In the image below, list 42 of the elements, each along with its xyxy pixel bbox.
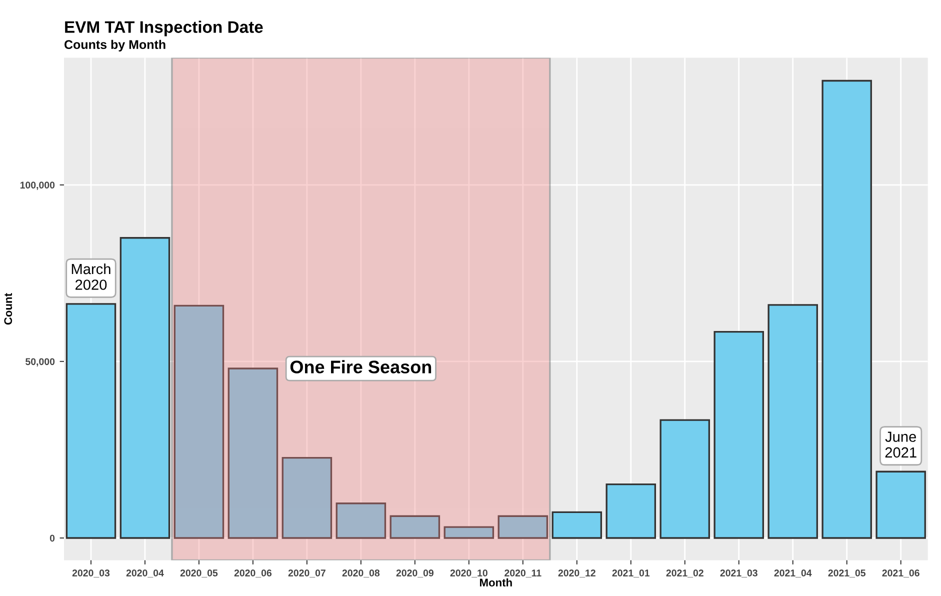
chart-subtitle: Counts by Month — [64, 40, 166, 52]
x-tick-label: 2021_01 — [612, 570, 650, 578]
bar — [876, 470, 926, 539]
x-tick-label: 2021_05 — [828, 570, 866, 578]
annotation: June 2021 — [885, 432, 916, 458]
bar — [444, 526, 494, 539]
x-tick-label: 2020_11 — [504, 570, 542, 578]
x-tick-label: 2021_04 — [774, 570, 812, 578]
y-tick-label: 50,000 — [26, 358, 55, 366]
chart-title: EVM TAT Inspection Date — [65, 20, 263, 36]
band-label: One Fire Season — [290, 360, 432, 374]
annotation: March 2020 — [72, 263, 110, 290]
x-tick-label: 2021_03 — [720, 570, 758, 578]
bar — [120, 237, 170, 539]
bar — [660, 419, 710, 539]
x-tick-label: 2020_10 — [450, 570, 488, 578]
bar — [714, 330, 764, 539]
bar — [768, 304, 818, 539]
x-tick-label: 2020_12 — [558, 570, 596, 578]
x-tick-label: 2020_07 — [288, 570, 326, 578]
bar — [390, 515, 440, 539]
y-axis-title: Count — [4, 293, 12, 325]
bar — [66, 303, 116, 539]
x-tick-label: 2020_09 — [396, 570, 434, 578]
bar — [282, 457, 332, 539]
bar — [498, 515, 548, 539]
x-tick-label: 2021_06 — [882, 570, 920, 578]
x-tick-label: 2020_06 — [234, 570, 272, 578]
x-tick-label: 2020_05 — [180, 570, 218, 578]
x-tick-label: 2020_04 — [126, 570, 164, 578]
x-tick-label: 2021_02 — [666, 570, 704, 578]
bar — [822, 80, 872, 539]
y-tick-label: 100,000 — [20, 182, 55, 190]
bar — [606, 483, 656, 539]
bar — [552, 511, 602, 539]
x-tick-label: 2020_08 — [342, 570, 380, 578]
y-tick-label: 0 — [50, 534, 55, 542]
x-axis-title: Month — [480, 578, 512, 586]
bar — [228, 368, 278, 539]
x-tick-label: 2020_03 — [72, 570, 110, 578]
bar — [174, 304, 224, 539]
bar — [336, 502, 386, 539]
